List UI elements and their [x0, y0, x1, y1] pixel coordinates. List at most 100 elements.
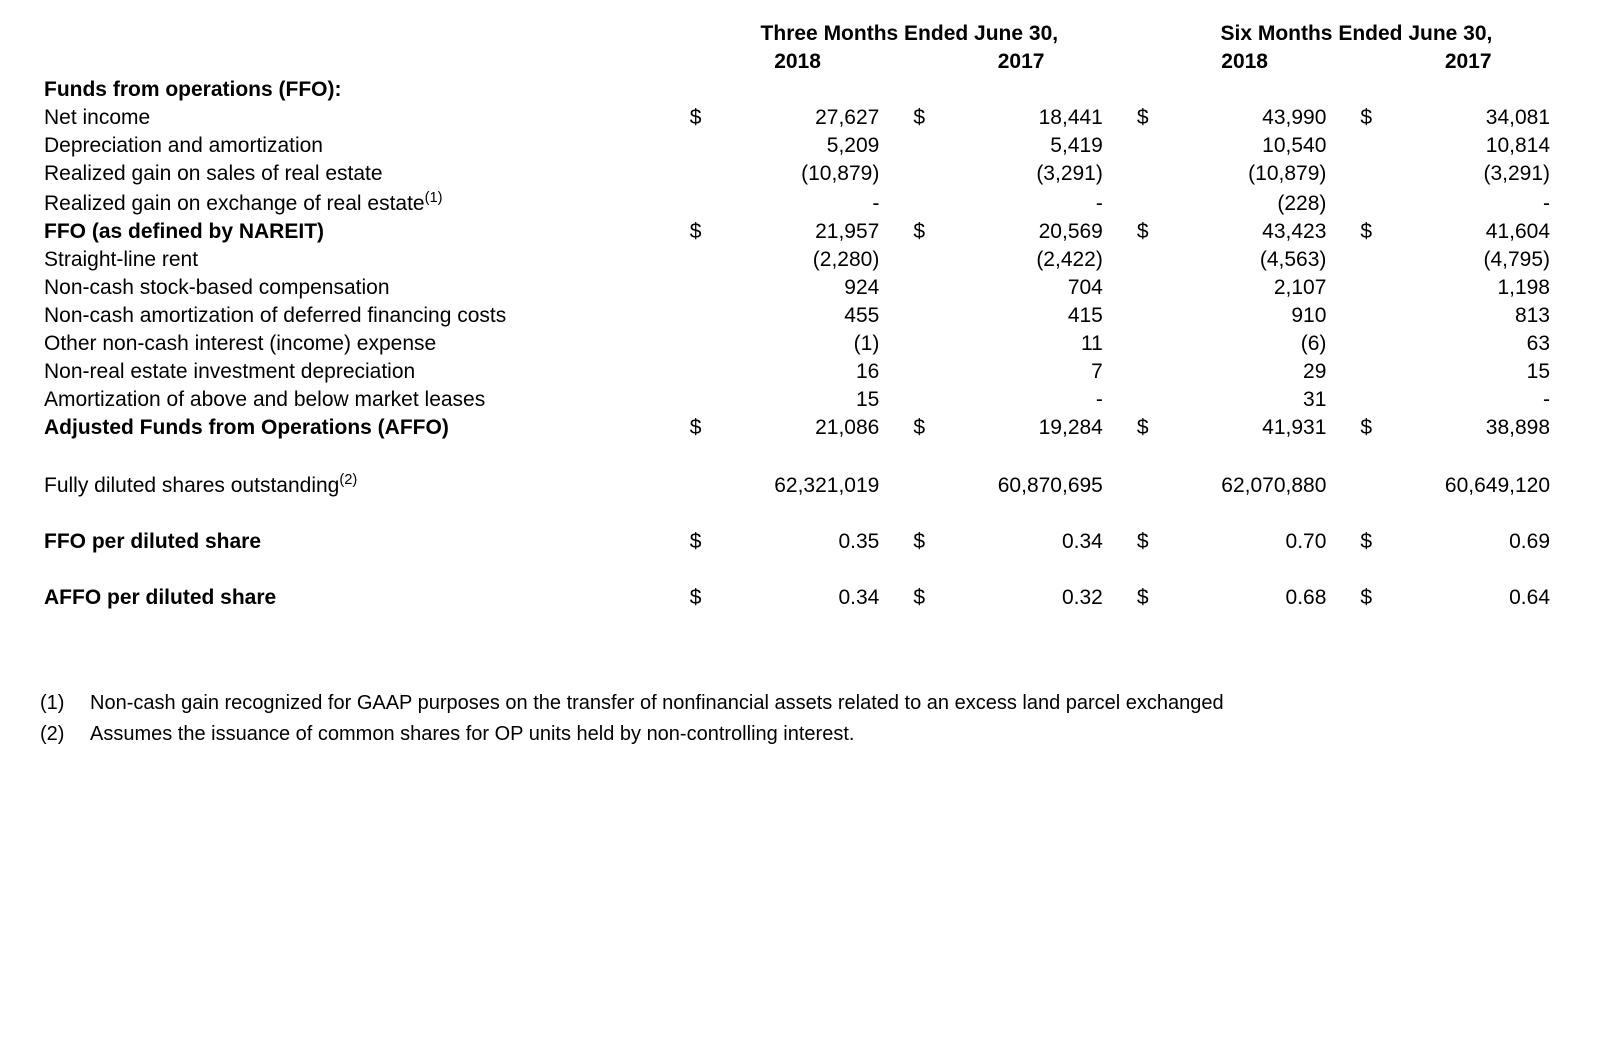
cell-value: (3,291): [1381, 160, 1580, 188]
cell-value: 0.34: [934, 528, 1133, 556]
cell-value: (10,879): [711, 160, 910, 188]
currency-symbol: [1133, 386, 1158, 414]
period-header-row: Three Months Ended June 30, Six Months E…: [40, 20, 1580, 48]
cell-value: 455: [711, 302, 910, 330]
row-label: Non-cash stock-based compensation: [40, 274, 686, 302]
currency-symbol: $: [1133, 414, 1158, 442]
currency-symbol: $: [909, 414, 934, 442]
currency-symbol: $: [1356, 414, 1381, 442]
currency-symbol: [1356, 246, 1381, 274]
year-header-2: 2017: [909, 48, 1133, 76]
cell-value: 34,081: [1381, 104, 1580, 132]
table-row: Realized gain on sales of real estate(10…: [40, 160, 1580, 188]
cell-value: (10,879): [1158, 160, 1357, 188]
currency-symbol: [1133, 132, 1158, 160]
cell-value: 31: [1158, 386, 1357, 414]
cell-value: 19,284: [934, 414, 1133, 442]
cell-value: 10,814: [1381, 132, 1580, 160]
currency-symbol: [909, 302, 934, 330]
cell-value: 704: [934, 274, 1133, 302]
row-label: FFO (as defined by NAREIT): [40, 218, 686, 246]
cell-value: 29: [1158, 358, 1357, 386]
row-label: AFFO per diluted share: [40, 584, 686, 612]
cell-value: 41,931: [1158, 414, 1357, 442]
currency-symbol: [1133, 302, 1158, 330]
table-row: Net income$27,627$18,441$43,990$34,081: [40, 104, 1580, 132]
footnote-row: (2)Assumes the issuance of common shares…: [40, 723, 1580, 746]
year-header-row: 2018 2017 2018 2017: [40, 48, 1580, 76]
cell-value: 15: [1381, 358, 1580, 386]
currency-symbol: [1356, 132, 1381, 160]
table-row: Adjusted Funds from Operations (AFFO)$21…: [40, 414, 1580, 442]
currency-symbol: [909, 274, 934, 302]
currency-symbol: $: [686, 218, 711, 246]
cell-value: 43,423: [1158, 218, 1357, 246]
cell-value: 10,540: [1158, 132, 1357, 160]
period-header-1: Three Months Ended June 30,: [686, 20, 1133, 48]
currency-symbol: $: [909, 584, 934, 612]
currency-symbol: [1133, 246, 1158, 274]
currency-symbol: [909, 330, 934, 358]
table-row: Depreciation and amortization5,2095,4191…: [40, 132, 1580, 160]
currency-symbol: $: [1356, 104, 1381, 132]
footnote-number: (1): [40, 692, 90, 715]
cell-value: 0.68: [1158, 584, 1357, 612]
currency-symbol: [909, 358, 934, 386]
cell-value: 2,107: [1158, 274, 1357, 302]
currency-symbol: $: [1133, 218, 1158, 246]
currency-symbol: [1133, 76, 1158, 104]
currency-symbol: [1356, 358, 1381, 386]
year-header-3: 2018: [1133, 48, 1357, 76]
cell-value: (2,422): [934, 246, 1133, 274]
row-label: Realized gain on exchange of real estate…: [40, 188, 686, 218]
cell-value: 21,086: [711, 414, 910, 442]
currency-symbol: [686, 302, 711, 330]
currency-symbol: $: [909, 528, 934, 556]
cell-value: 27,627: [711, 104, 910, 132]
currency-symbol: [909, 246, 934, 274]
cell-value: (4,563): [1158, 246, 1357, 274]
currency-symbol: [1133, 330, 1158, 358]
currency-symbol: [1356, 274, 1381, 302]
currency-symbol: $: [1356, 528, 1381, 556]
cell-value: 62,321,019: [711, 470, 910, 500]
cell-value: 41,604: [1381, 218, 1580, 246]
currency-symbol: [1356, 76, 1381, 104]
cell-value: (1): [711, 330, 910, 358]
cell-value: -: [1381, 188, 1580, 218]
cell-value: (3,291): [934, 160, 1133, 188]
cell-value: -: [934, 188, 1133, 218]
table-row: [40, 556, 1580, 584]
table-row: [40, 500, 1580, 528]
currency-symbol: [1356, 470, 1381, 500]
row-label: FFO per diluted share: [40, 528, 686, 556]
cell-value: [934, 76, 1133, 104]
table-row: Amortization of above and below market l…: [40, 386, 1580, 414]
cell-value: 5,419: [934, 132, 1133, 160]
currency-symbol: [1133, 160, 1158, 188]
cell-value: 60,649,120: [1381, 470, 1580, 500]
cell-value: 0.35: [711, 528, 910, 556]
currency-symbol: [686, 188, 711, 218]
currency-symbol: [909, 160, 934, 188]
cell-value: 415: [934, 302, 1133, 330]
currency-symbol: $: [686, 104, 711, 132]
currency-symbol: [1356, 386, 1381, 414]
cell-value: 5,209: [711, 132, 910, 160]
footnote-text: Non-cash gain recognized for GAAP purpos…: [90, 692, 1580, 715]
table-row: Straight-line rent(2,280)(2,422)(4,563)(…: [40, 246, 1580, 274]
cell-value: 15: [711, 386, 910, 414]
currency-symbol: $: [686, 414, 711, 442]
cell-value: 0.34: [711, 584, 910, 612]
cell-value: (228): [1158, 188, 1357, 218]
table-body: Funds from operations (FFO):Net income$2…: [40, 76, 1580, 612]
row-label: Adjusted Funds from Operations (AFFO): [40, 414, 686, 442]
currency-symbol: $: [686, 584, 711, 612]
currency-symbol: $: [1133, 528, 1158, 556]
table-row: FFO per diluted share$0.35$0.34$0.70$0.6…: [40, 528, 1580, 556]
currency-symbol: $: [1133, 584, 1158, 612]
cell-value: 0.70: [1158, 528, 1357, 556]
cell-value: [1381, 76, 1580, 104]
cell-value: [711, 76, 910, 104]
currency-symbol: [1133, 470, 1158, 500]
